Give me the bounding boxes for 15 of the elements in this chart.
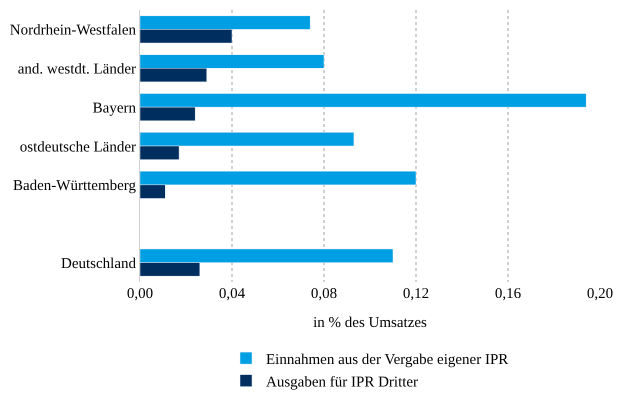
y-tick-label: Deutschland bbox=[61, 256, 136, 272]
legend-label: Einnahmen aus der Vergabe eigener IPR bbox=[266, 352, 508, 368]
x-tick-label: 0,20 bbox=[586, 286, 614, 302]
y-tick-label: ostdeutsche Länder bbox=[20, 139, 136, 156]
y-tick-label: Bayern bbox=[92, 100, 136, 116]
x-tick-label: 0,16 bbox=[494, 286, 522, 302]
x-axis-title: in % des Umsatzes bbox=[313, 315, 428, 331]
y-tick-label: Nordrhein-Westfalen bbox=[10, 22, 136, 39]
x-tick-label: 0,08 bbox=[310, 286, 338, 302]
x-tick-label: 0,12 bbox=[402, 286, 430, 302]
x-tick-label: 0,04 bbox=[218, 286, 246, 302]
y-tick-label: and. westdt. Länder bbox=[18, 62, 136, 78]
y-tick-label: Baden-Württemberg bbox=[12, 178, 136, 194]
x-tick-label: 0,00 bbox=[126, 286, 154, 302]
legend-label: Ausgaben für IPR Dritter bbox=[266, 374, 418, 390]
